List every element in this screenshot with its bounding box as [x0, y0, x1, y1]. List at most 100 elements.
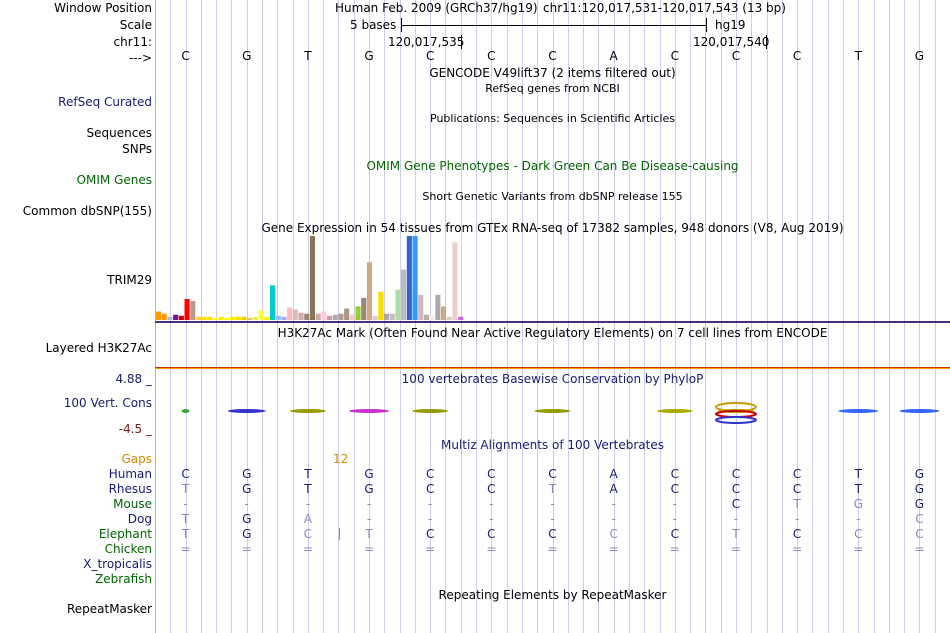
gtex-track-title[interactable]: Gene Expression in 54 tissues from GTEx … — [261, 221, 844, 235]
reference-base: C — [487, 49, 496, 63]
gtex-tissue-bar[interactable] — [429, 315, 435, 320]
sequences-label[interactable]: Sequences — [86, 126, 152, 140]
gtex-tissue-bar[interactable] — [173, 314, 179, 320]
phylop-logo-glyph — [412, 409, 449, 413]
repeatmasker-track-title[interactable]: Repeating Elements by RepeatMasker — [438, 588, 667, 602]
common-dbsnp-label[interactable]: Common dbSNP(155) — [22, 204, 152, 218]
gtex-tissue-bar[interactable] — [213, 317, 219, 320]
scale-tick-left — [401, 18, 402, 32]
gtex-tissue-bar[interactable] — [327, 315, 333, 320]
dbsnp-track-title[interactable]: Short Genetic Variants from dbSNP releas… — [422, 190, 683, 203]
alignment-species-label[interactable]: X_tropicalis — [83, 557, 152, 571]
gtex-tissue-bar[interactable] — [406, 236, 412, 320]
gencode-track-title[interactable]: GENCODE V49lift37 (2 items filtered out) — [429, 66, 676, 80]
gtex-tissue-bar[interactable] — [224, 317, 230, 320]
alignment-species-label[interactable]: Dog — [127, 512, 152, 526]
gtex-tissue-bar[interactable] — [270, 285, 276, 320]
alignment-base: - — [366, 512, 372, 526]
gtex-tissue-bar[interactable] — [247, 317, 253, 320]
snps-label[interactable]: SNPs — [122, 142, 152, 156]
gtex-tissue-bar[interactable] — [321, 311, 327, 320]
gtex-tissue-bar[interactable] — [241, 316, 247, 320]
alignment-base: A — [609, 482, 618, 496]
gtex-tissue-bar[interactable] — [332, 314, 338, 320]
alignment-species-label[interactable]: Elephant — [98, 527, 152, 541]
omim-genes-label[interactable]: OMIM Genes — [76, 173, 152, 187]
gtex-tissue-bar[interactable] — [207, 316, 213, 320]
gtex-tissue-bar[interactable] — [281, 316, 287, 320]
gtex-tissue-bar[interactable] — [156, 311, 162, 320]
phylop-logo-glyph — [181, 409, 190, 413]
refseq-curated-label[interactable]: RefSeq Curated — [58, 95, 152, 109]
gtex-tissue-bar[interactable] — [304, 313, 310, 320]
alignment-base: C — [670, 482, 679, 496]
gtex-bar-chart[interactable] — [155, 232, 950, 322]
gtex-tissue-bar[interactable] — [372, 315, 378, 320]
alignment-base: - — [366, 497, 372, 511]
gtex-tissue-bar[interactable] — [264, 316, 270, 320]
alignment-base: T — [854, 482, 862, 496]
publications-track-title[interactable]: Publications: Sequences in Scientific Ar… — [430, 112, 675, 125]
gtex-tissue-bar[interactable] — [252, 316, 258, 320]
gtex-tissue-bar[interactable] — [384, 313, 390, 320]
repeatmasker-label[interactable]: RepeatMasker — [66, 602, 152, 616]
alignment-base: = — [180, 542, 191, 556]
gtex-tissue-bar[interactable] — [355, 306, 361, 320]
gtex-tissue-bar[interactable] — [446, 316, 452, 320]
gtex-tissue-bar[interactable] — [435, 294, 441, 320]
gtex-tissue-bar[interactable] — [178, 315, 184, 320]
cons-track-label[interactable]: 100 Vert. Cons — [63, 396, 152, 410]
gtex-tissue-bar[interactable] — [275, 315, 281, 320]
gtex-tissue-bar[interactable] — [292, 309, 298, 321]
gtex-tissue-bar[interactable] — [287, 307, 293, 320]
gtex-tissue-bar[interactable] — [395, 289, 401, 320]
gtex-tissue-bar[interactable] — [258, 310, 264, 320]
omim-track-title[interactable]: OMIM Gene Phenotypes - Dark Green Can Be… — [366, 159, 739, 173]
alignment-species-label[interactable]: Human — [108, 467, 152, 481]
gtex-tissue-bar[interactable] — [458, 316, 464, 320]
gtex-tissue-bar[interactable] — [190, 301, 196, 320]
alignment-base: = — [241, 542, 252, 556]
h3k27ac-track-title[interactable]: H3K27Ac Mark (Often Found Near Active Re… — [277, 326, 828, 340]
gtex-tissue-bar[interactable] — [230, 316, 236, 320]
gtex-tissue-bar[interactable] — [366, 262, 372, 320]
alignment-base: = — [914, 542, 925, 556]
phylop-logo-glyph — [838, 409, 879, 413]
gtex-tissue-bar[interactable] — [167, 316, 173, 320]
gtex-tissue-bar[interactable] — [309, 236, 315, 320]
phylop-track-title[interactable]: 100 vertebrates Basewise Conservation by… — [401, 372, 704, 386]
gtex-tissue-bar[interactable] — [201, 316, 207, 320]
gtex-tissue-bar[interactable] — [338, 313, 344, 320]
gtex-tissue-bar[interactable] — [195, 316, 201, 320]
gtex-tissue-bar[interactable] — [344, 308, 350, 320]
gtex-tissue-bar[interactable] — [315, 313, 321, 320]
gtex-tissue-bar[interactable] — [423, 314, 429, 320]
gtex-tissue-bar[interactable] — [401, 269, 407, 320]
gtex-tissue-bar[interactable] — [412, 236, 418, 320]
gtex-tissue-bar[interactable] — [161, 313, 167, 320]
multiz-track-title[interactable]: Multiz Alignments of 100 Vertebrates — [440, 438, 665, 452]
alignment-base: - — [611, 497, 616, 511]
alignment-species-label[interactable]: Rhesus — [108, 482, 152, 496]
gtex-tissue-bar[interactable] — [378, 291, 384, 320]
layered-h3k27ac-label[interactable]: Layered H3K27Ac — [45, 341, 152, 355]
gtex-tissue-bar[interactable] — [441, 306, 447, 320]
trim29-label[interactable]: TRIM29 — [107, 273, 152, 287]
coord-left: 120,017,535 — [388, 35, 465, 49]
gtex-tissue-bar[interactable] — [418, 294, 424, 320]
position-readout: chr11:120,017,531-120,017,543 (13 bp) — [543, 1, 786, 15]
alignment-base: T — [732, 527, 740, 541]
gtex-tissue-bar[interactable] — [218, 316, 224, 320]
alignment-base: C — [731, 467, 741, 481]
gtex-tissue-bar[interactable] — [349, 314, 355, 320]
gtex-tissue-bar[interactable] — [184, 299, 190, 320]
alignment-species-label[interactable]: Chicken — [104, 542, 152, 556]
gap-marker — [339, 528, 340, 540]
gtex-tissue-bar[interactable] — [361, 297, 367, 320]
gtex-tissue-bar[interactable] — [235, 316, 241, 320]
gtex-tissue-bar[interactable] — [452, 242, 458, 320]
alignment-species-label[interactable]: Mouse — [113, 497, 152, 511]
gtex-tissue-bar[interactable] — [298, 312, 304, 320]
gtex-tissue-bar[interactable] — [389, 313, 395, 320]
alignment-species-label[interactable]: Zebrafish — [95, 572, 152, 586]
